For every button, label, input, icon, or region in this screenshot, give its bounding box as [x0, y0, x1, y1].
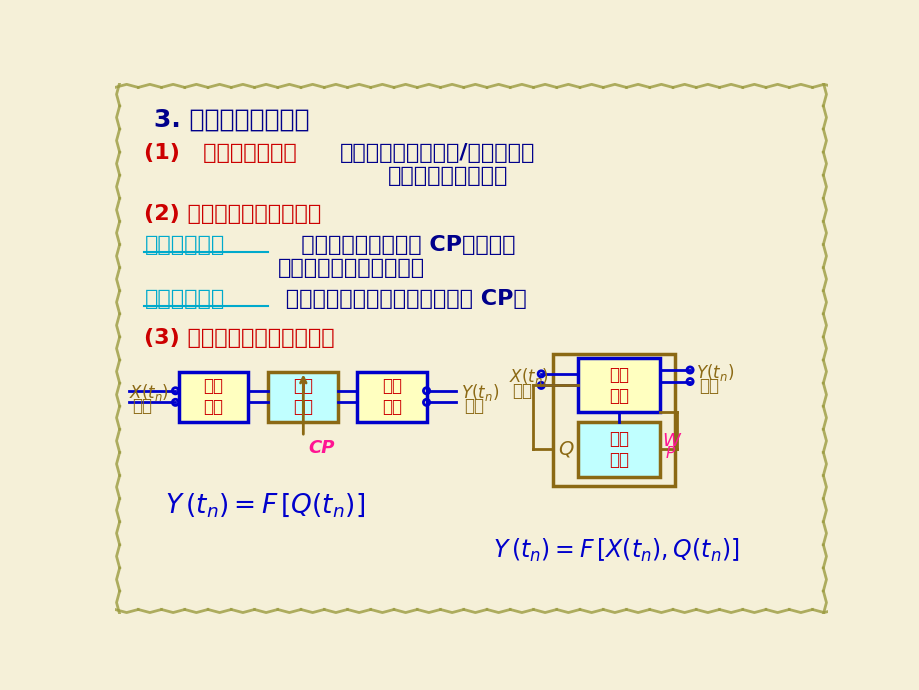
- Text: $Y(t_n)$: $Y(t_n)$: [696, 362, 733, 382]
- Text: $X(t_n)$: $X(t_n)$: [508, 366, 548, 387]
- Text: 组合
电路: 组合 电路: [608, 366, 628, 405]
- FancyBboxPatch shape: [578, 422, 659, 477]
- Text: 存储
电路: 存储 电路: [293, 377, 313, 415]
- Text: 3. 时序逻辑电路分类: 3. 时序逻辑电路分类: [153, 108, 309, 131]
- Text: $Y(t_n)$: $Y(t_n)$: [460, 382, 498, 402]
- Text: (2) 按时钟控制方式划分：: (2) 按时钟控制方式划分：: [144, 204, 322, 224]
- Text: $Y\,(t_n) = F\,[X(t_n),Q(t_n)]$: $Y\,(t_n) = F\,[X(t_n),Q(t_n)]$: [493, 537, 739, 564]
- Text: $X(t_n)$: $X(t_n)$: [129, 382, 169, 402]
- Text: 同步时序电路: 同步时序电路: [144, 235, 224, 255]
- Text: 计数器、寄存器、读/写存储器、: 计数器、寄存器、读/写存储器、: [339, 143, 535, 163]
- Text: $Q$: $Q$: [558, 440, 574, 460]
- Text: (3) 按输出信号的特性划分：: (3) 按输出信号的特性划分：: [144, 328, 335, 348]
- Text: 输出: 输出: [698, 377, 719, 395]
- Text: 输出: 输出: [463, 397, 483, 415]
- Text: 输入: 输入: [132, 397, 152, 415]
- Text: 状态的触发器同时翻转。: 状态的触发器同时翻转。: [278, 258, 425, 278]
- FancyBboxPatch shape: [357, 371, 426, 422]
- Text: 异步时序电路: 异步时序电路: [144, 289, 224, 309]
- Text: 组合
电路: 组合 电路: [203, 377, 223, 415]
- Text: $\mathit{W}$: $\mathit{W}$: [662, 433, 682, 451]
- FancyBboxPatch shape: [578, 359, 659, 413]
- Text: 触发器共用一个时钟 CP，要更新: 触发器共用一个时钟 CP，要更新: [278, 235, 515, 255]
- Text: 电路中所有触发器没有共用一个 CP。: 电路中所有触发器没有共用一个 CP。: [278, 289, 526, 309]
- FancyBboxPatch shape: [268, 371, 338, 422]
- Text: $Y\,(t_n) = F\,[Q(t_n)]$: $Y\,(t_n) = F\,[Q(t_n)]$: [165, 491, 365, 519]
- Text: 存储
电路: 存储 电路: [608, 430, 628, 469]
- Text: CP: CP: [309, 439, 335, 457]
- Text: (1)   按逻辑功能划分: (1) 按逻辑功能划分: [144, 143, 297, 163]
- Text: $P$: $P$: [664, 444, 675, 461]
- Text: 顺序脉冲发生器等。: 顺序脉冲发生器等。: [388, 166, 508, 186]
- Text: 组合
电路: 组合 电路: [381, 377, 402, 415]
- Text: 输入: 输入: [511, 382, 531, 400]
- FancyBboxPatch shape: [178, 371, 248, 422]
